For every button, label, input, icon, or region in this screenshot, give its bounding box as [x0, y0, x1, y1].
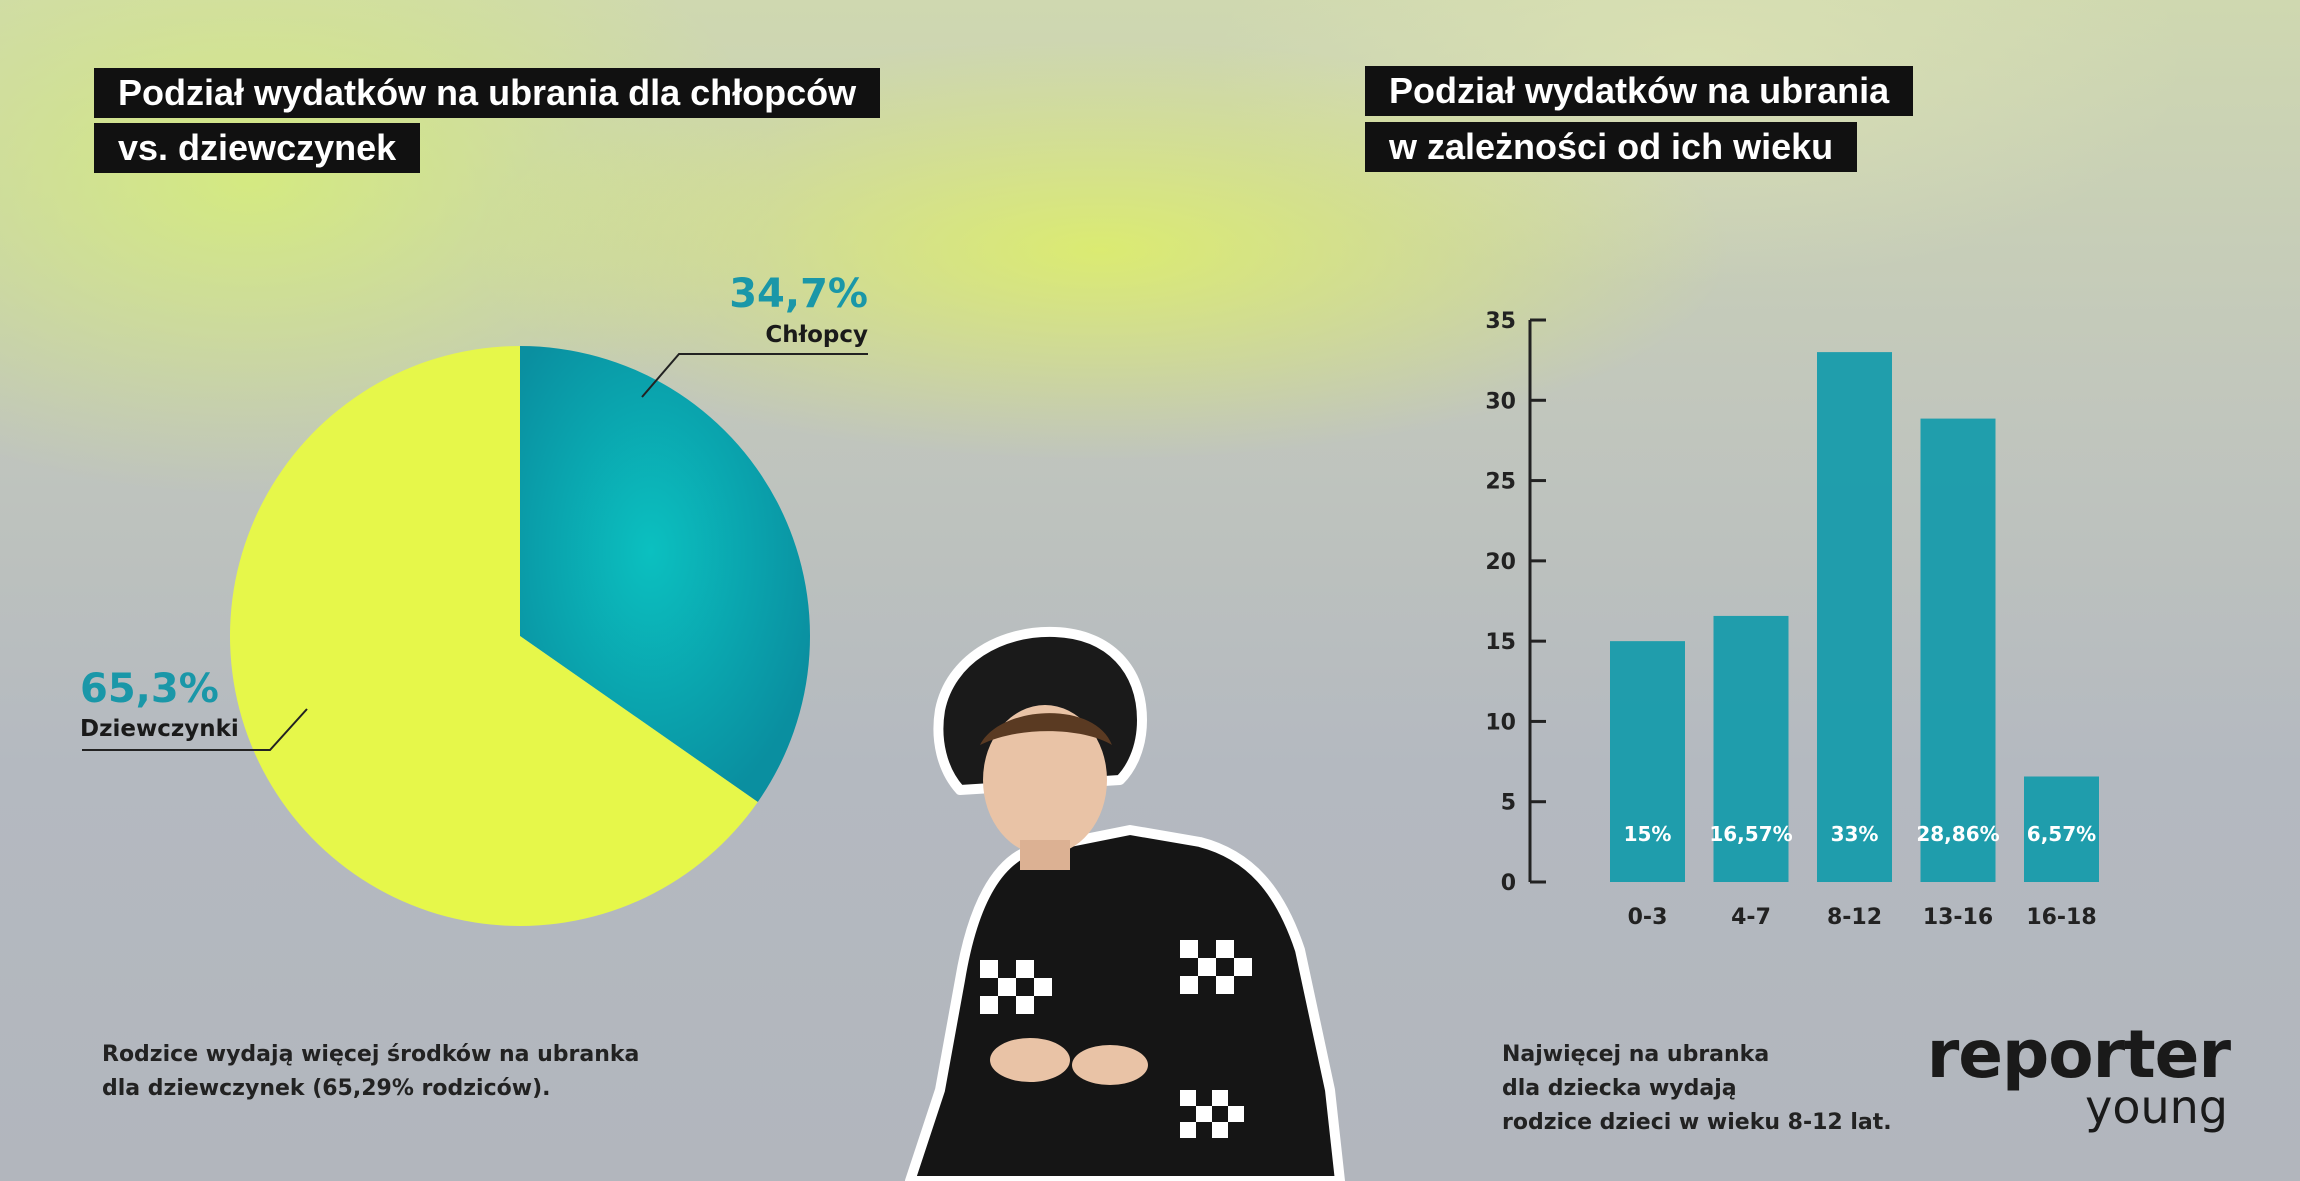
- x-category-label: 0-3: [1628, 905, 1668, 930]
- bar-16-18: [2024, 776, 2099, 882]
- leader-line-girls: [82, 708, 308, 751]
- bar-summary-note: Najwięcej na ubranka dla dziecka wydają …: [1502, 1042, 1892, 1135]
- bar-13-16: [1920, 418, 1996, 882]
- pie-chart: 34,7% Chłopcy 65,3% Dziewczynki: [80, 271, 868, 926]
- pie-label-girls: Dziewczynki: [80, 716, 239, 742]
- bar-data-label: 6,57%: [2027, 822, 2096, 846]
- pie-percent-girls: 65,3%: [80, 666, 219, 712]
- x-category-label: 13-16: [1923, 905, 1993, 930]
- pie-label-boys: Chłopcy: [765, 322, 868, 348]
- boy-model-image: [905, 626, 1345, 1181]
- pie-title-line-1: Podział wydatków na ubrania dla chłopców: [94, 68, 881, 118]
- pie-summary-note: Rodzice wydają więcej środków na ubranka…: [102, 1042, 640, 1101]
- bar-title-line-2: w zależności od ich wieku: [1365, 122, 1858, 172]
- reporter-young-logo: reporter young: [1910, 1016, 2231, 1160]
- y-tick-label: 15: [1485, 630, 1516, 655]
- y-tick-label: 20: [1485, 550, 1516, 575]
- y-tick-label: 35: [1485, 309, 1516, 334]
- pie-slice-boys: [520, 346, 811, 803]
- bar-chart: 0 5 10 15 20 25 30 35 15% 0-3 16,57% 4-7 33% 8-12 28,…: [1485, 309, 2099, 930]
- y-tick-label: 0: [1501, 871, 1516, 896]
- bar-8-12: [1817, 352, 1892, 883]
- bar-data-label: 28,86%: [1916, 822, 1999, 846]
- y-tick-label: 30: [1485, 389, 1516, 414]
- leader-line-boys: [641, 353, 868, 398]
- pie-title-line-2: vs. dziewczynek: [94, 123, 421, 173]
- bar-data-label: 33%: [1831, 822, 1879, 846]
- bar-title-line-1: Podział wydatków na ubrania: [1365, 66, 1914, 116]
- pie-slice-girls: [230, 346, 758, 926]
- bar-4-7: [1713, 615, 1789, 882]
- x-category-label: 4-7: [1731, 905, 1771, 930]
- y-tick-label: 10: [1485, 710, 1516, 735]
- y-tick-label: 5: [1501, 791, 1516, 816]
- bar-data-label: 16,57%: [1709, 822, 1792, 846]
- logo-word-reporter: reporter: [1926, 1016, 2231, 1093]
- x-category-label: 16-18: [2026, 905, 2096, 930]
- x-category-label: 8-12: [1827, 905, 1882, 930]
- pie-percent-boys: 34,7%: [729, 271, 868, 317]
- bar-0-3: [1610, 641, 1685, 882]
- y-tick-label: 25: [1485, 470, 1516, 495]
- logo-word-young: young: [2085, 1080, 2228, 1134]
- bar-data-label: 15%: [1624, 822, 1672, 846]
